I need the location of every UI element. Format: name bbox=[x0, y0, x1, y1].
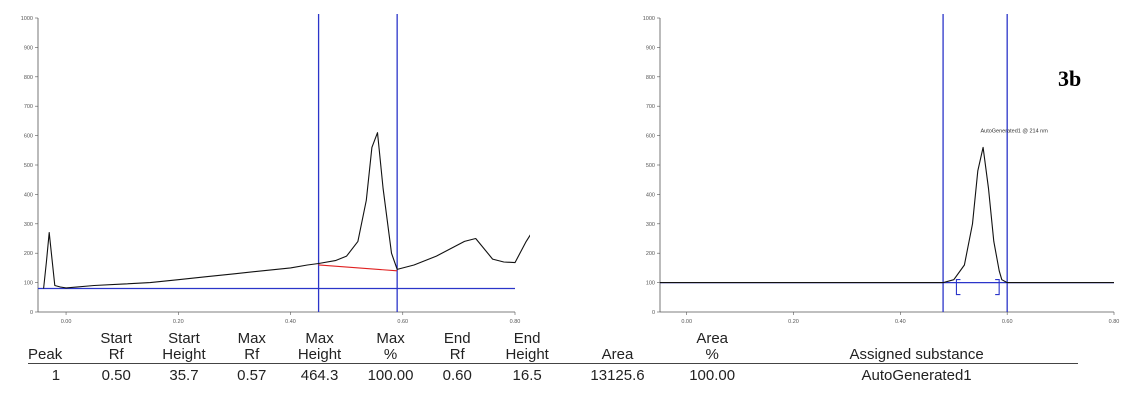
column-header: Start Height bbox=[148, 330, 220, 364]
table-cell: 0.60 bbox=[442, 366, 472, 384]
column-header-line: Area bbox=[696, 330, 729, 347]
column-header-line: Assigned substance bbox=[849, 346, 984, 363]
y-tick-label: 600 bbox=[646, 134, 655, 140]
column-header: Start Rf bbox=[83, 330, 149, 364]
y-tick-label: 800 bbox=[646, 75, 655, 81]
y-tick-label: 400 bbox=[24, 192, 33, 198]
table-cell: 0.57 bbox=[237, 366, 267, 384]
results-header-row: Peak Start Rf Start Height Max Rf Max Height Max%… bbox=[28, 331, 1078, 364]
x-tick-label: 0.80 bbox=[1109, 319, 1120, 325]
column-header-line: % bbox=[383, 346, 398, 363]
right-densitogram: 0 100 200 300 400 500 600 700 800 900 1000 0.00 0.20… bbox=[643, 14, 1120, 325]
column-header: Max Height bbox=[284, 330, 356, 364]
x-tick-label: 0.60 bbox=[397, 319, 408, 325]
column-header-line: Max bbox=[237, 330, 266, 347]
x-tick-label: 0.60 bbox=[1002, 319, 1013, 325]
x-tick-label: 0.00 bbox=[681, 319, 692, 325]
column-header-line bbox=[28, 331, 84, 347]
column-header-line: Area bbox=[601, 346, 634, 363]
y-tick-label: 800 bbox=[24, 75, 33, 81]
panel-label: 3b bbox=[1058, 66, 1082, 91]
table-cell: 0.50 bbox=[101, 366, 131, 384]
column-header-line: End bbox=[513, 330, 541, 347]
x-tick-label: 0.40 bbox=[895, 319, 906, 325]
peak-baseline-line bbox=[318, 264, 398, 272]
x-tick-label: 0.20 bbox=[173, 319, 184, 325]
table-cell: 100.00 bbox=[367, 366, 414, 384]
y-tick-label: 500 bbox=[24, 163, 33, 169]
y-tick-label: 100 bbox=[646, 281, 655, 287]
column-header-line: % bbox=[705, 346, 719, 363]
y-tick-label: 600 bbox=[24, 134, 33, 140]
column-header: End Height bbox=[488, 330, 566, 364]
column-header-line: Height bbox=[297, 346, 342, 363]
column-header-line: Start bbox=[168, 330, 200, 347]
column-header-line: Height bbox=[162, 346, 206, 363]
y-tick-label: 1000 bbox=[643, 16, 655, 22]
y-tick-label: 700 bbox=[646, 104, 655, 110]
table-cell: 16.5 bbox=[512, 366, 542, 384]
y-tick-label: 900 bbox=[24, 45, 33, 51]
x-tick-label: 0.40 bbox=[285, 319, 296, 325]
column-header-line bbox=[566, 331, 669, 347]
column-header: End Rf bbox=[426, 330, 489, 364]
column-header-line: Rf bbox=[108, 346, 124, 363]
column-header-line: Rf bbox=[244, 346, 260, 363]
column-header-line: Rf bbox=[449, 346, 465, 363]
column-header-line: Start bbox=[100, 330, 133, 347]
y-tick-label: 0 bbox=[30, 310, 33, 316]
y-tick-label: 100 bbox=[24, 281, 33, 287]
series-line bbox=[660, 146, 1114, 284]
table-cell: 1 bbox=[51, 366, 61, 384]
x-tick-label: 0.20 bbox=[788, 319, 799, 325]
column-header-line: Height bbox=[505, 346, 549, 363]
y-tick-label: 1000 bbox=[21, 16, 33, 22]
results-table: Peak Start Rf Start Height Max Rf Max Height Max%… bbox=[28, 331, 1078, 385]
column-header: Max% bbox=[355, 330, 427, 364]
y-tick-label: 300 bbox=[646, 222, 655, 228]
table-row: 1 0.50 35.7 0.57 464.3 100.00 0.60 16.5 13125.6 1… bbox=[28, 364, 1078, 386]
table-cell: 13125.6 bbox=[590, 366, 645, 384]
y-tick-label: 0 bbox=[652, 310, 655, 316]
y-tick-label: 200 bbox=[646, 251, 655, 257]
results-body: 1 0.50 35.7 0.57 464.3 100.00 0.60 16.5 13125.6 1… bbox=[28, 364, 1078, 386]
table-cell: 464.3 bbox=[300, 366, 339, 384]
column-header: Area% bbox=[669, 330, 756, 364]
y-tick-label: 300 bbox=[24, 222, 33, 228]
column-header-line: Max bbox=[305, 330, 334, 347]
table-cell: AutoGenerated1 bbox=[861, 366, 972, 384]
series-line bbox=[43, 132, 530, 289]
peak-annotation: AutoGenerated1 @ 214 nm bbox=[980, 129, 1048, 135]
table-cell: 35.7 bbox=[169, 366, 199, 384]
column-header-line: End bbox=[443, 330, 471, 347]
column-header-line bbox=[755, 331, 1078, 347]
table-cell: 100.00 bbox=[689, 366, 736, 384]
y-tick-label: 700 bbox=[24, 104, 33, 110]
column-header-line: Peak bbox=[28, 346, 63, 363]
y-tick-label: 900 bbox=[646, 45, 655, 51]
left-densitogram: 0 100 200 300 400 500 600 700 800 900 1000 0.00 0.20… bbox=[21, 14, 530, 325]
y-tick-label: 500 bbox=[646, 163, 655, 169]
y-tick-label: 400 bbox=[646, 192, 655, 198]
integration-bracket bbox=[995, 279, 1000, 296]
column-header: Peak bbox=[28, 331, 84, 364]
y-tick-label: 200 bbox=[24, 251, 33, 257]
column-header: Max Rf bbox=[219, 330, 285, 364]
integration-bracket bbox=[955, 279, 961, 296]
x-tick-label: 0.80 bbox=[510, 319, 521, 325]
column-header: Area bbox=[565, 331, 670, 364]
column-header-line: Max bbox=[376, 330, 405, 347]
column-header: Assigned substance bbox=[755, 331, 1078, 364]
x-tick-label: 0.00 bbox=[61, 319, 72, 325]
